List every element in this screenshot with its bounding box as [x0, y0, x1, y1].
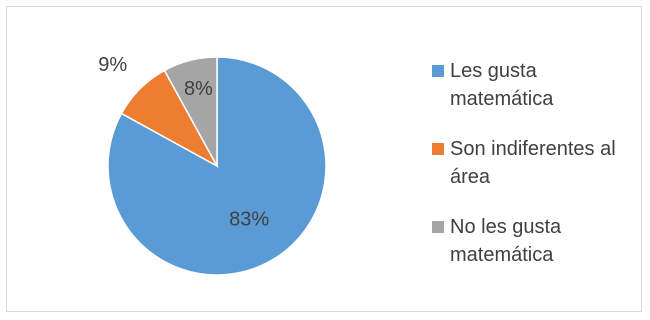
data-label-les-gusta: 83% — [229, 209, 269, 231]
legend-label-les-gusta: Les gusta matemática — [450, 60, 554, 110]
legend-item-indiferentes: Son indiferentes al área — [432, 135, 642, 191]
legend-swatch-no-les-gusta — [432, 221, 444, 233]
data-label-no-les-gusta: 8% — [184, 78, 213, 100]
legend-label-indiferentes: Son indiferentes al área — [450, 138, 616, 188]
legend-label-no-les-gusta: No les gusta matemática — [450, 216, 562, 266]
data-label-indiferentes: 9% — [98, 54, 127, 76]
legend-swatch-indiferentes — [432, 143, 444, 155]
legend: Les gusta matemática Son indiferentes al… — [432, 57, 642, 291]
legend-swatch-les-gusta — [432, 65, 444, 77]
pie-slice-no-les-gusta — [163, 56, 218, 167]
legend-item-no-les-gusta: No les gusta matemática — [432, 213, 642, 269]
legend-item-les-gusta: Les gusta matemática — [432, 57, 642, 113]
